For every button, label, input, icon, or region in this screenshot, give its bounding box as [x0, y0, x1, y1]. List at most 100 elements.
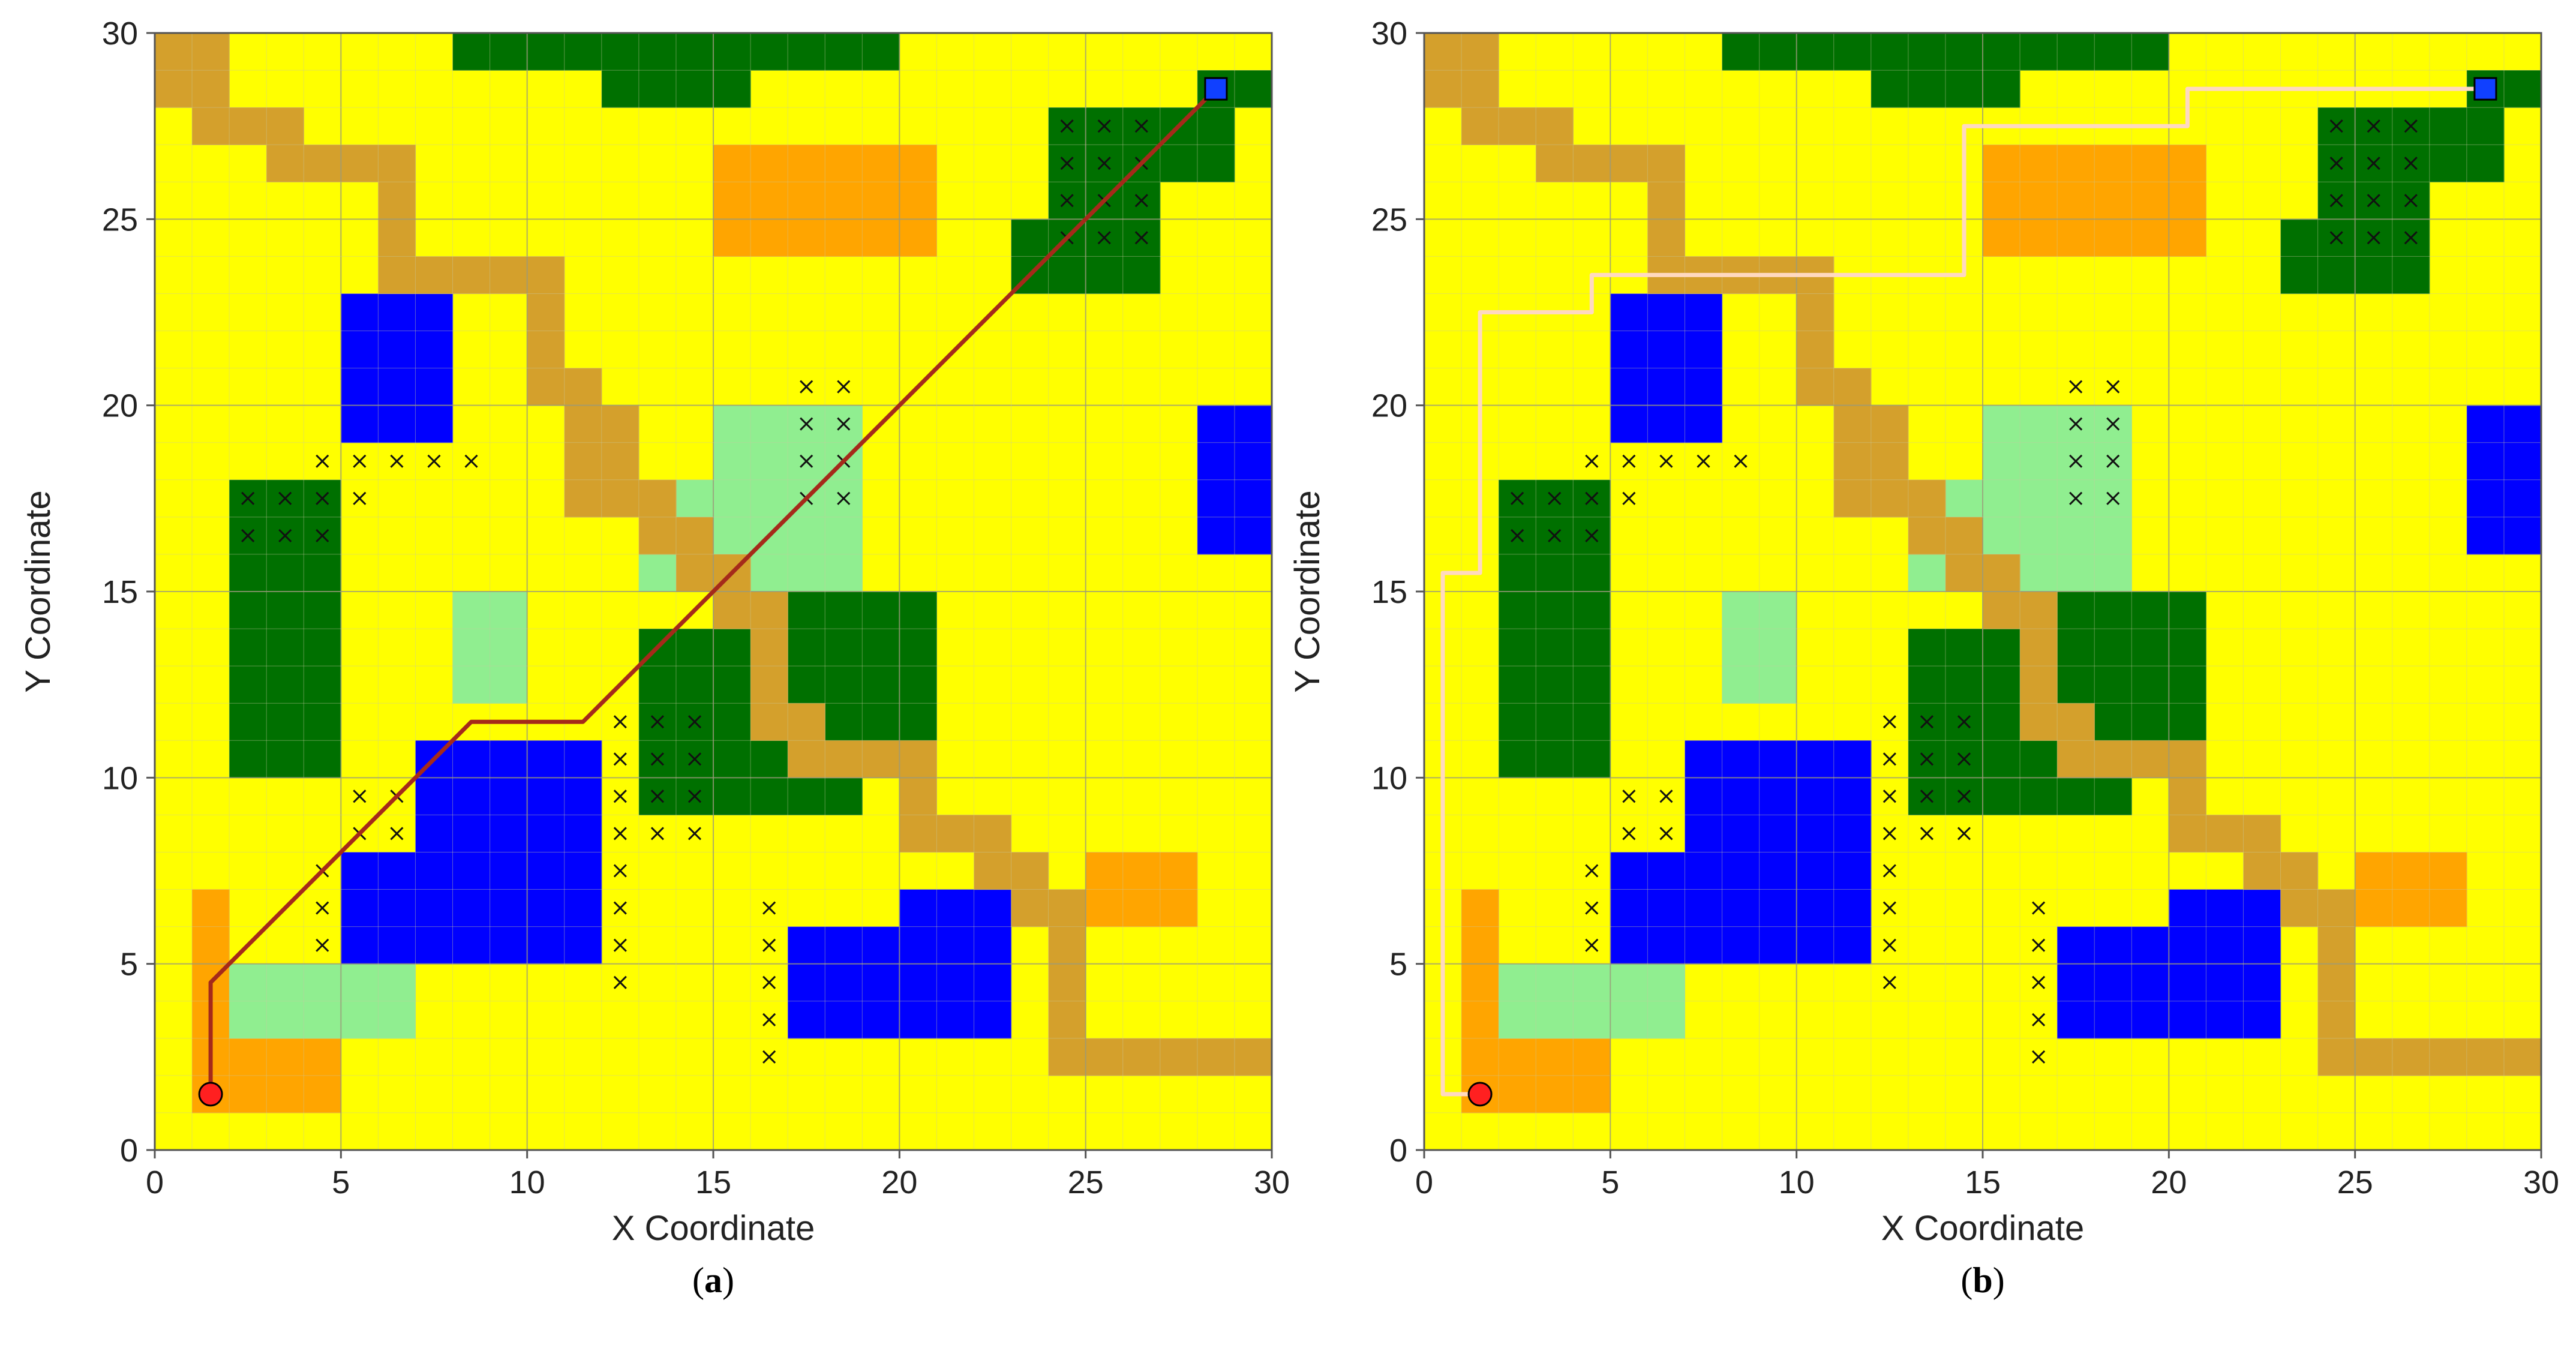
x-marker — [1622, 789, 1636, 803]
x-tick-label: 30 — [2523, 1164, 2559, 1200]
x-marker — [2069, 380, 2083, 394]
region-road — [1908, 517, 1983, 555]
region-blue — [1610, 293, 1723, 443]
region-road — [1461, 107, 1574, 145]
x-marker — [762, 1050, 776, 1064]
region-road — [1048, 926, 1086, 1039]
x-marker — [837, 417, 851, 431]
x-marker — [353, 454, 367, 468]
x-tick-label: 25 — [1068, 1164, 1104, 1200]
region-orange — [1085, 852, 1198, 927]
region-road — [750, 629, 788, 704]
y-axis-title: Y Coordinate — [19, 490, 58, 693]
x-marker — [1060, 194, 1074, 208]
y-tick-label: 0 — [1389, 1133, 1407, 1169]
x-marker — [1920, 715, 1933, 729]
x-marker — [1622, 827, 1636, 840]
region-road — [564, 479, 677, 518]
region-blue — [2466, 405, 2542, 555]
y-tick-label: 20 — [1371, 388, 1407, 424]
x-marker — [1511, 529, 1524, 542]
x-tick-label: 25 — [2337, 1164, 2373, 1200]
x-marker — [687, 715, 702, 729]
region-road — [1833, 479, 1946, 518]
x-marker — [427, 454, 441, 468]
x-axis-title: X Coordinate — [612, 1209, 815, 1248]
goal-marker — [1204, 77, 1228, 101]
x-marker — [2032, 1013, 2046, 1026]
x-marker — [687, 789, 702, 803]
region-blue — [1610, 852, 1872, 965]
x-marker — [1920, 752, 1933, 766]
region-road — [564, 405, 640, 481]
x-marker — [1585, 491, 1599, 505]
x-marker — [1883, 752, 1896, 766]
x-marker — [1883, 938, 1896, 952]
x-marker — [2367, 157, 2380, 170]
region-road — [750, 703, 825, 741]
x-marker — [1097, 157, 1111, 170]
chart-panel-b: 0 5 10 15 20 25 30 0 5 10 15 20 25 30 X Coordinate Y Co… — [1288, 16, 2559, 1300]
x-marker — [1920, 827, 1933, 840]
x-marker — [464, 454, 478, 468]
x-marker — [241, 529, 255, 542]
region-road — [2057, 740, 2206, 778]
x-marker — [1883, 901, 1896, 915]
region-road — [2317, 926, 2356, 1039]
region-road — [899, 815, 1012, 853]
region-green — [1871, 33, 2020, 108]
y-tick-label: 5 — [1389, 947, 1407, 983]
x-axis-title: X Coordinate — [1881, 1209, 2085, 1248]
region-road — [2020, 703, 2095, 741]
x-tick-label: 15 — [1965, 1164, 2001, 1200]
x-marker — [316, 491, 329, 505]
x-marker — [1734, 454, 1748, 468]
x-marker — [1585, 864, 1599, 878]
x-marker — [390, 454, 404, 468]
x-marker — [1622, 491, 1636, 505]
goal-marker — [2473, 77, 2497, 101]
x-marker — [1060, 119, 1074, 133]
x-marker — [1957, 827, 1971, 840]
region-road — [1796, 368, 1872, 406]
x-marker — [762, 901, 776, 915]
region-blue — [341, 852, 602, 965]
x-marker — [2069, 491, 2083, 505]
x-marker — [2032, 938, 2046, 952]
x-marker — [650, 715, 664, 729]
x-marker — [837, 380, 851, 394]
x-marker — [1097, 119, 1111, 133]
x-marker — [687, 827, 702, 840]
x-marker — [2106, 417, 2120, 431]
region-light-green — [1908, 554, 1946, 592]
x-marker — [2329, 157, 2343, 170]
x-marker — [1060, 157, 1074, 170]
x-marker — [1548, 491, 1562, 505]
x-marker — [2404, 119, 2418, 133]
region-road — [1424, 33, 1499, 108]
x-marker — [353, 491, 367, 505]
x-tick-label: 0 — [146, 1164, 164, 1200]
x-marker — [613, 938, 627, 952]
x-marker — [1585, 901, 1599, 915]
region-road — [1833, 405, 1909, 481]
x-marker — [2069, 417, 2083, 431]
x-marker — [1134, 231, 1148, 245]
x-marker — [613, 901, 627, 915]
route-path — [208, 87, 1218, 1094]
region-light-green — [675, 479, 714, 518]
x-marker — [1585, 938, 1599, 952]
x-marker — [2106, 454, 2120, 468]
x-marker — [687, 752, 702, 766]
x-marker — [1622, 454, 1636, 468]
x-marker — [1548, 529, 1562, 542]
region-light-green — [452, 592, 528, 704]
x-marker — [2404, 231, 2418, 245]
x-marker — [650, 752, 664, 766]
x-marker — [1957, 715, 1971, 729]
x-marker — [1883, 789, 1896, 803]
region-road — [1983, 592, 2058, 629]
region-road — [2243, 852, 2319, 890]
x-marker — [613, 715, 627, 729]
